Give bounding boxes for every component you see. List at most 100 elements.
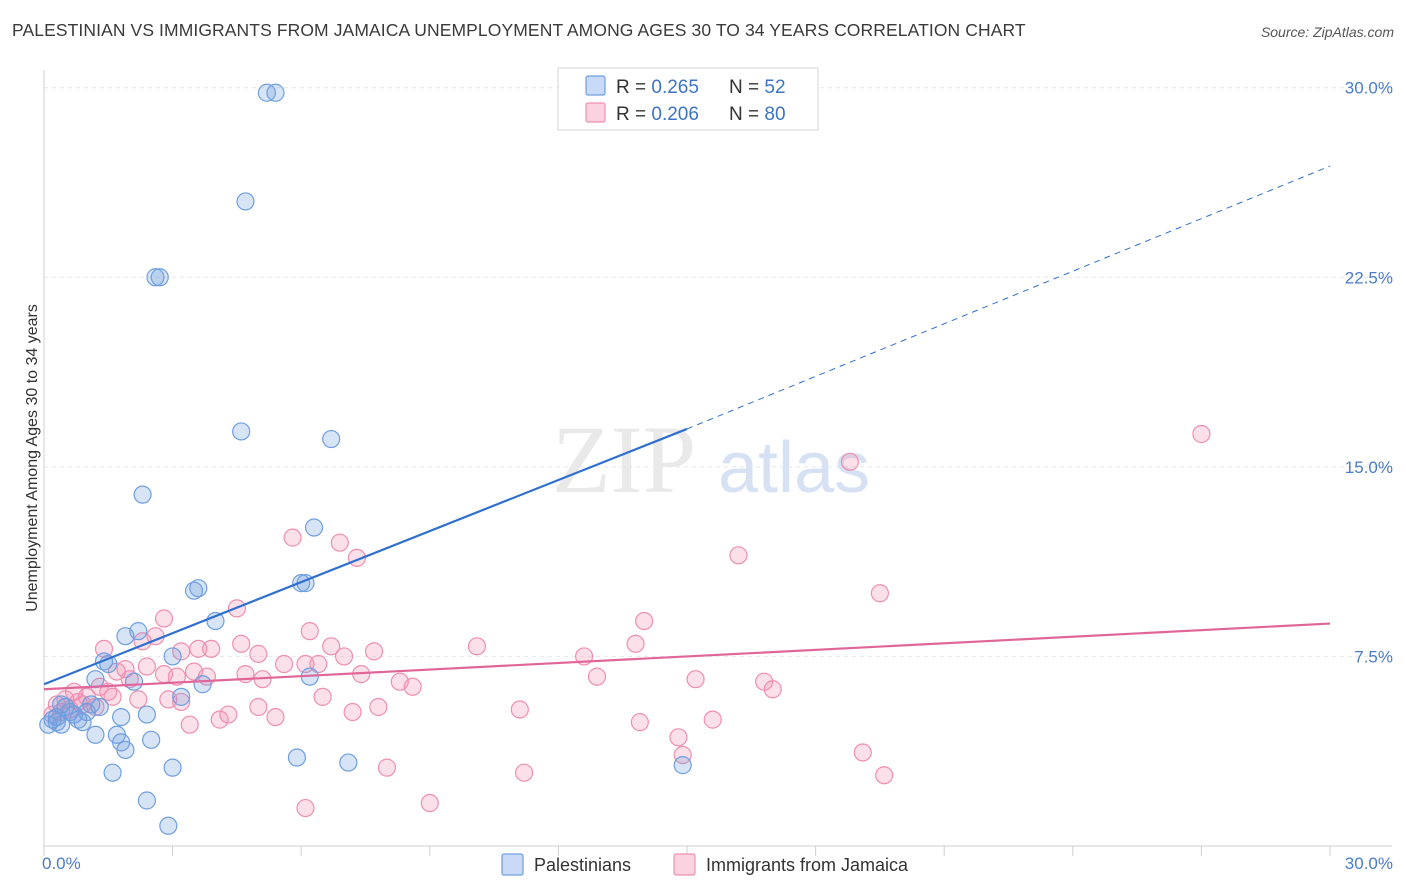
point-jamaica-6 (870, 584, 890, 603)
point-palestinians-29 (112, 707, 131, 727)
points-immigrants-from-jamaica (43, 424, 1211, 818)
point-jamaica-56 (219, 705, 238, 724)
point-palestinians-46 (287, 748, 307, 767)
point-jamaica-62 (669, 728, 688, 747)
point-palestinians-43 (103, 763, 122, 782)
point-jamaica-39 (686, 670, 705, 689)
point-jamaica-65 (313, 687, 332, 706)
point-palestinians-10 (189, 579, 208, 598)
point-jamaica-72 (420, 793, 439, 813)
trend-lines (43, 165, 1331, 691)
point-palestinians-1 (266, 83, 285, 102)
svg-text:R = 0.265: R = 0.265 (616, 77, 699, 98)
point-jamaica-16 (467, 637, 487, 656)
legend-r-value-2: 0.206 (651, 104, 699, 125)
point-jamaica-73 (296, 798, 315, 818)
point-jamaica-24 (334, 647, 354, 666)
point-palestinians-40 (116, 740, 135, 760)
point-jamaica-5 (330, 533, 349, 552)
point-jamaica-54 (343, 702, 362, 722)
point-jamaica-75 (99, 682, 118, 701)
point-palestinians-47 (339, 753, 358, 772)
point-palestinians-2 (236, 192, 255, 211)
y-tick-label-0: 7.5% (1354, 647, 1393, 666)
legend-box: R = 0.265 N = 52 R = 0.206 N = 80 (557, 67, 819, 131)
x-tick-label-0: 0.0% (42, 854, 81, 873)
x-tick-label-1: 30.0% (1345, 854, 1393, 873)
bottom-legend-swatch-blue (501, 853, 524, 876)
bottom-legend-label-palestinians: Palestinians (534, 855, 631, 875)
point-jamaica-14 (322, 637, 341, 656)
point-jamaica-68 (673, 745, 692, 765)
chart-title: PALESTINIAN VS IMMIGRANTS FROM JAMAICA U… (12, 20, 1026, 40)
point-jamaica-61 (630, 713, 649, 732)
point-jamaica-69 (377, 758, 397, 777)
y-tick-label-2: 22.5% (1345, 268, 1393, 287)
point-jamaica-21 (364, 642, 384, 661)
legend-r-value-1: 0.265 (651, 77, 699, 98)
point-jamaica-37 (167, 667, 186, 686)
point-palestinians-20 (124, 672, 144, 691)
watermark-zip: ZIP (552, 406, 696, 513)
point-jamaica-20 (202, 639, 221, 658)
points-palestinians (39, 83, 692, 835)
point-jamaica-9 (154, 609, 174, 628)
trend-line-palestinians (43, 427, 688, 686)
point-palestinians-49 (56, 697, 75, 717)
trend-line-palestinians-extension (686, 165, 1331, 430)
point-jamaica-25 (274, 654, 294, 674)
point-jamaica-63 (180, 715, 199, 734)
point-palestinians-38 (142, 730, 161, 749)
point-jamaica-10 (300, 622, 319, 641)
point-jamaica-0 (1192, 424, 1211, 444)
point-jamaica-67 (853, 743, 872, 762)
point-palestinians-45 (159, 816, 178, 835)
point-palestinians-42 (163, 758, 182, 777)
point-jamaica-43 (763, 680, 782, 699)
point-jamaica-57 (266, 707, 285, 727)
point-jamaica-42 (403, 677, 422, 696)
point-jamaica-70 (515, 763, 534, 782)
y-tick-label-1: 15.0% (1345, 458, 1393, 477)
point-jamaica-22 (249, 644, 268, 663)
bottom-legend-label-jamaica: Immigrants from Jamaica (706, 855, 909, 875)
trend-line-jamaica (43, 622, 1331, 691)
bottom-legend: Palestinians Immigrants from Jamaica (501, 853, 909, 876)
watermark: ZIP atlas (552, 406, 870, 513)
point-jamaica-1 (840, 452, 859, 471)
point-palestinians-15 (116, 627, 135, 646)
legend-n-label-2: N = (729, 104, 764, 125)
point-jamaica-58 (510, 700, 529, 719)
point-jamaica-60 (703, 710, 722, 729)
legend-n-label-1: N = (729, 77, 764, 98)
point-palestinians-21 (193, 675, 212, 694)
point-jamaica-38 (587, 667, 607, 686)
point-palestinians-7 (133, 485, 152, 504)
point-palestinians-48 (673, 756, 692, 775)
point-jamaica-59 (369, 697, 388, 717)
point-jamaica-28 (137, 657, 156, 676)
y-axis-label: Unemployment Among Ages 30 to 34 years (24, 304, 41, 612)
point-palestinians-44 (137, 791, 156, 810)
point-jamaica-13 (232, 634, 251, 653)
point-palestinians-19 (86, 670, 105, 689)
point-palestinians-33 (73, 713, 92, 732)
point-palestinians-36 (86, 725, 105, 744)
point-jamaica-71 (875, 766, 894, 785)
point-palestinians-30 (137, 705, 156, 724)
svg-text:N = 52: N = 52 (729, 77, 786, 98)
point-jamaica-48 (129, 690, 148, 709)
legend-n-value-1: 52 (764, 77, 785, 98)
point-jamaica-2 (729, 546, 748, 565)
source-credit: Source: ZipAtlas.com (1260, 24, 1394, 40)
point-palestinians-5 (232, 422, 251, 441)
gridlines (44, 87, 1392, 657)
point-jamaica-64 (210, 710, 229, 729)
svg-text:R = 0.206: R = 0.206 (616, 104, 699, 125)
y-tick-label-3: 30.0% (1345, 79, 1393, 98)
point-jamaica-4 (283, 528, 302, 547)
legend-swatch-pink (585, 102, 606, 123)
point-palestinians-4 (150, 268, 169, 287)
ticks: 7.5% 15.0% 22.5% 30.0% 0.0% 30.0% (42, 79, 1393, 873)
